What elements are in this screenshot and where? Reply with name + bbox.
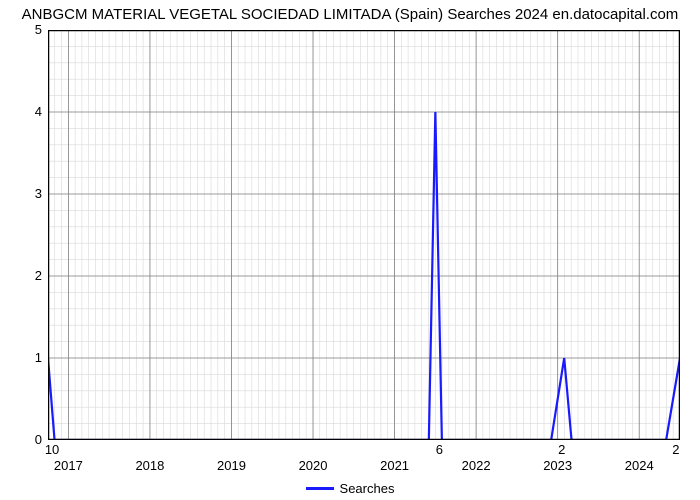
chart-container: { "chart": { "type": "line", "title": "A… bbox=[0, 0, 700, 500]
x-tick-label: 2021 bbox=[370, 458, 420, 473]
x-extra-label: 10 bbox=[37, 442, 67, 457]
x-tick-label: 2022 bbox=[451, 458, 501, 473]
y-tick-label: 3 bbox=[12, 186, 42, 201]
x-tick-label: 2020 bbox=[288, 458, 338, 473]
y-tick-label: 1 bbox=[12, 350, 42, 365]
x-extra-label: 2 bbox=[661, 442, 691, 457]
chart-plot-area bbox=[48, 30, 680, 440]
x-tick-label: 2019 bbox=[206, 458, 256, 473]
x-tick-label: 2023 bbox=[533, 458, 583, 473]
x-extra-label: 2 bbox=[547, 442, 577, 457]
y-tick-label: 5 bbox=[12, 22, 42, 37]
x-tick-label: 2017 bbox=[43, 458, 93, 473]
x-extra-label: 6 bbox=[424, 442, 454, 457]
chart-legend: Searches bbox=[0, 480, 700, 496]
y-tick-label: 4 bbox=[12, 104, 42, 119]
chart-title: ANBGCM MATERIAL VEGETAL SOCIEDAD LIMITAD… bbox=[0, 6, 700, 23]
legend-label: Searches bbox=[340, 481, 395, 496]
x-tick-label: 2024 bbox=[614, 458, 664, 473]
legend-swatch bbox=[306, 487, 334, 490]
y-tick-label: 2 bbox=[12, 268, 42, 283]
x-tick-label: 2018 bbox=[125, 458, 175, 473]
